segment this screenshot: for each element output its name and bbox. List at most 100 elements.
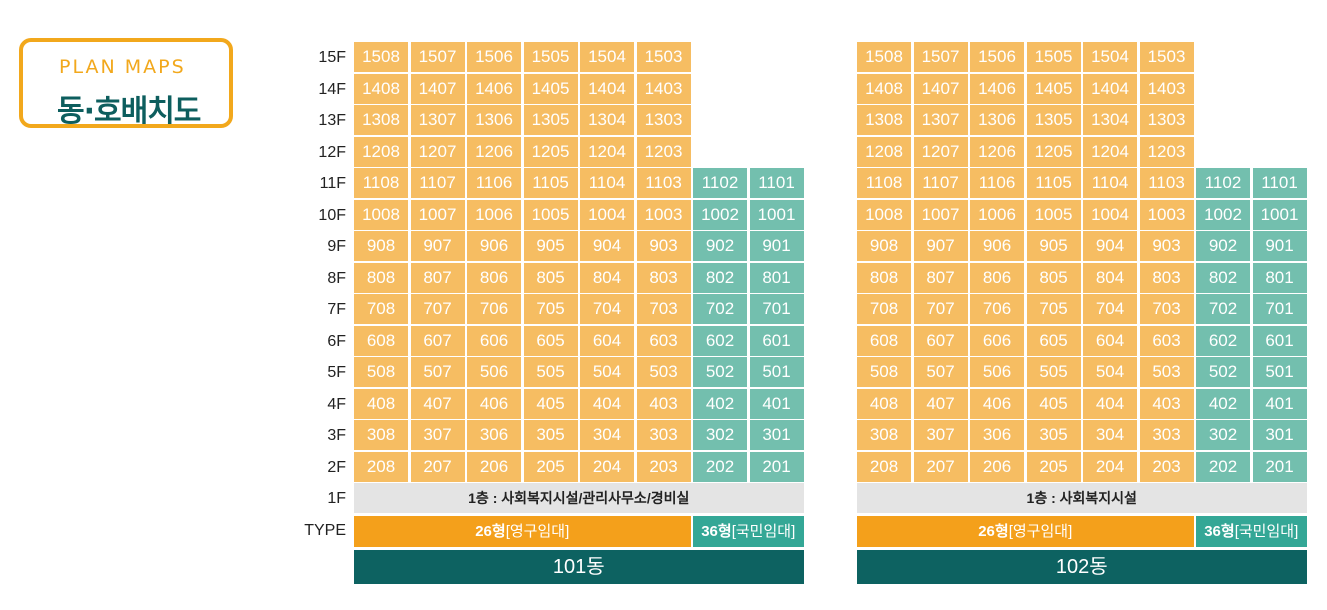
unit-cell: 306 (970, 420, 1024, 450)
floor-label: 14F (318, 80, 346, 98)
unit-cell: 605 (1026, 325, 1081, 356)
unit-cell: 303 (636, 420, 691, 450)
unit-cell: 1205 (1026, 136, 1081, 167)
unit-cell: 907 (410, 231, 465, 261)
unit-cell: 408 (354, 388, 408, 419)
unit-cell: 704 (580, 294, 634, 324)
unit-cell: 1303 (636, 105, 691, 135)
unit-cell: 802 (1196, 262, 1250, 293)
unit-cell: 602 (693, 325, 747, 356)
unit-cell: 1405 (1026, 73, 1081, 104)
type-26-sub: [영구임대] (505, 522, 570, 540)
unit-cell: 607 (410, 325, 465, 356)
unit-cell: 1507 (410, 42, 465, 72)
unit-cell: 1506 (467, 42, 521, 72)
unit-cell: 703 (636, 294, 691, 324)
unit-cell: 1504 (1083, 42, 1137, 72)
unit-cell: 1008 (354, 199, 408, 230)
unit-cell: 301 (749, 420, 804, 450)
unit-cell: 1308 (354, 105, 408, 135)
unit-cell: 507 (913, 357, 968, 387)
unit-cell: 1003 (636, 199, 691, 230)
unit-cell: 1007 (913, 199, 968, 230)
unit-cell: 205 (523, 451, 578, 482)
unit-cell: 1508 (857, 42, 911, 72)
unit-cell: 208 (354, 451, 408, 482)
unit-cell: 604 (1083, 325, 1137, 356)
unit-cell: 1408 (857, 73, 911, 104)
unit-cell: 1006 (467, 199, 521, 230)
unit-cell: 302 (693, 420, 747, 450)
unit-cell: 201 (1252, 451, 1307, 482)
unit-cell: 1008 (857, 199, 911, 230)
unit-cell: 1205 (523, 136, 578, 167)
unit-cell: 307 (410, 420, 465, 450)
unit-cell: 408 (857, 388, 911, 419)
unit-cell: 1005 (1026, 199, 1081, 230)
unit-cell: 203 (1139, 451, 1194, 482)
badge-ko-title: 동·호배치도 (57, 94, 201, 129)
unit-cell: 401 (749, 388, 804, 419)
unit-cell: 803 (1139, 262, 1194, 293)
unit-cell: 1101 (749, 168, 804, 198)
type-26-bar: 26형[영구임대] (857, 515, 1194, 547)
unit-cell: 304 (1083, 420, 1137, 450)
unit-cell: 307 (913, 420, 968, 450)
unit-cell: 808 (354, 262, 408, 293)
floor-label: 11F (319, 175, 346, 192)
unit-cell: 808 (857, 262, 911, 293)
unit-cell: 402 (693, 388, 747, 419)
unit-cell: 1308 (857, 105, 911, 135)
floor-label: 7F (327, 301, 346, 318)
unit-cell: 403 (636, 388, 691, 419)
floor-label: 5F (327, 364, 346, 381)
unit-cell: 1105 (523, 168, 578, 198)
unit-cell: 707 (913, 294, 968, 324)
unit-cell: 1408 (354, 73, 408, 104)
unit-cell: 807 (913, 262, 968, 293)
unit-cell: 1207 (410, 136, 465, 167)
unit-cell: 404 (1083, 388, 1137, 419)
floor-label: 6F (327, 332, 346, 350)
unit-cell: 202 (693, 451, 747, 482)
unit-cell: 1204 (580, 136, 634, 167)
unit-cell: 405 (523, 388, 578, 419)
unit-cell: 606 (970, 325, 1024, 356)
unit-cell: 404 (580, 388, 634, 419)
unit-cell: 1002 (693, 199, 747, 230)
badge-en-title: PLAN MAPS (59, 56, 186, 78)
unit-cell: 807 (410, 262, 465, 293)
unit-cell: 806 (970, 262, 1024, 293)
unit-cell: 1505 (1026, 42, 1081, 72)
unit-cell: 502 (693, 357, 747, 387)
unit-cell: 1508 (354, 42, 408, 72)
type-36-bar: 36형[국민임대] (693, 515, 804, 547)
unit-cell: 603 (636, 325, 691, 356)
unit-cell: 803 (636, 262, 691, 293)
unit-cell: 805 (1026, 262, 1081, 293)
unit-cell: 1106 (467, 168, 521, 198)
unit-cell: 501 (749, 357, 804, 387)
unit-cell: 801 (749, 262, 804, 293)
unit-cell: 308 (857, 420, 911, 450)
type-36-label: 36형 (1204, 522, 1235, 540)
unit-cell: 1503 (636, 42, 691, 72)
unit-cell: 806 (467, 262, 521, 293)
unit-cell: 903 (1139, 231, 1194, 261)
unit-cell: 505 (523, 357, 578, 387)
unit-cell: 702 (693, 294, 747, 324)
unit-cell: 1504 (580, 42, 634, 72)
first-floor-bar: 1층 : 사회복지시설 (857, 483, 1307, 513)
unit-cell: 906 (467, 231, 521, 261)
unit-cell: 1304 (1083, 105, 1137, 135)
unit-cell: 1208 (354, 136, 408, 167)
unit-cell: 501 (1252, 357, 1307, 387)
unit-cell: 705 (523, 294, 578, 324)
unit-cell: 1003 (1139, 199, 1194, 230)
unit-cell: 508 (354, 357, 408, 387)
unit-cell: 308 (354, 420, 408, 450)
unit-cell: 1006 (970, 199, 1024, 230)
unit-cell: 904 (580, 231, 634, 261)
unit-cell: 1103 (636, 168, 691, 198)
type-26-label: 26형 (475, 522, 506, 540)
